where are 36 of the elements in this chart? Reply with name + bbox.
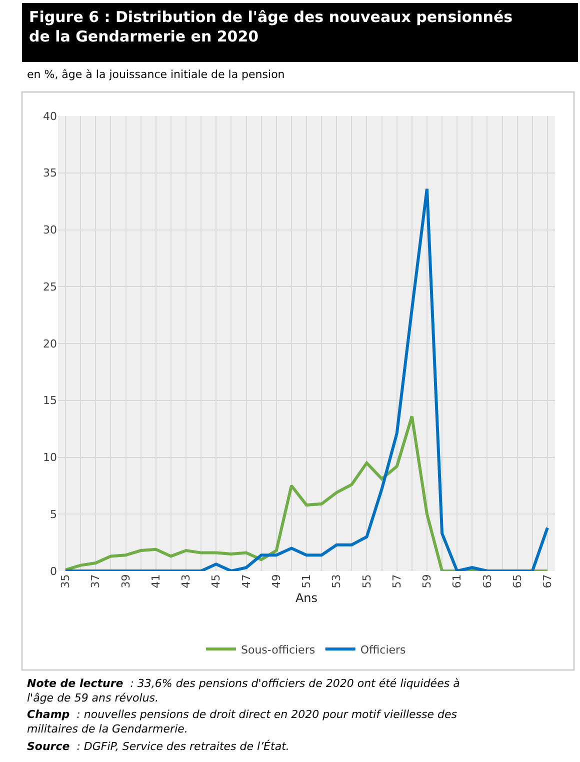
x-tick-label: 57 [390,574,404,588]
x-tick-label: 37 [89,574,102,588]
x-tick-label: 49 [270,574,283,588]
chart-title: Figure 6 : Distribution de l'âge des nouveaux pensionnés de la Gendarmerie en 2020 [29,8,513,46]
line-series [64,414,549,571]
y-tick-label: 30 [43,224,57,237]
x-tick-label: 63 [480,574,494,588]
chart-subtitle: en %, âge à la jouissance initiale de la pension [27,68,285,81]
text: Note de lecture : 33,6% des pensions d'officiers de 2020 ont été liquidées à l'âge de 59 ans révolus. [27,677,460,704]
x-tick-label: 41 [149,574,162,588]
x-axis-title: Ans [295,591,318,606]
y-tick-label: 0 [50,564,57,578]
x-tick-label: 35 [59,574,72,588]
x-tick-label: 55 [360,574,374,588]
x-tick-label: 51 [300,574,314,588]
y-tick-label: 20 [43,337,57,350]
y-tick-label: 25 [43,280,57,294]
x-tick-label: 43 [180,574,193,588]
y-tick-label: 5 [50,508,57,521]
x-tick-label: 59 [420,574,434,588]
y-tick-label: 15 [43,394,57,408]
x-tick-label: 45 [210,574,223,588]
legend-label: Officiers [360,643,406,656]
y-tick-label: 35 [43,166,57,180]
line-series [64,187,549,571]
y-tick-label: 40 [43,110,57,123]
x-tick-label: 67 [541,574,554,588]
x-tick-label: 53 [330,574,344,588]
x-tick-label: 47 [240,574,253,588]
legend-label: Sous-officiers [241,643,316,656]
source-note: Source : DGFiP, Service des retraites de l’État. [27,739,290,753]
x-tick-label: 65 [510,574,524,588]
x-tick-label: 39 [119,574,132,588]
y-tick-label: 10 [43,451,57,464]
text: Champ : nouvelles pensions de droit direct en 2020 pour motif vieillesse des militaires de la Gendarmerie. [27,708,458,736]
x-tick-label: 61 [450,574,464,588]
